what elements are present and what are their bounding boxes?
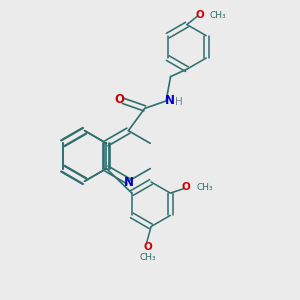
Text: N: N: [124, 176, 134, 189]
Text: CH₃: CH₃: [140, 253, 156, 262]
Text: O: O: [195, 10, 204, 20]
Text: N: N: [165, 94, 175, 107]
Text: CH₃: CH₃: [196, 183, 213, 192]
Text: O: O: [144, 242, 152, 252]
Text: H: H: [175, 98, 182, 107]
Text: CH₃: CH₃: [210, 11, 226, 20]
Text: O: O: [115, 93, 125, 106]
Text: O: O: [181, 182, 190, 193]
